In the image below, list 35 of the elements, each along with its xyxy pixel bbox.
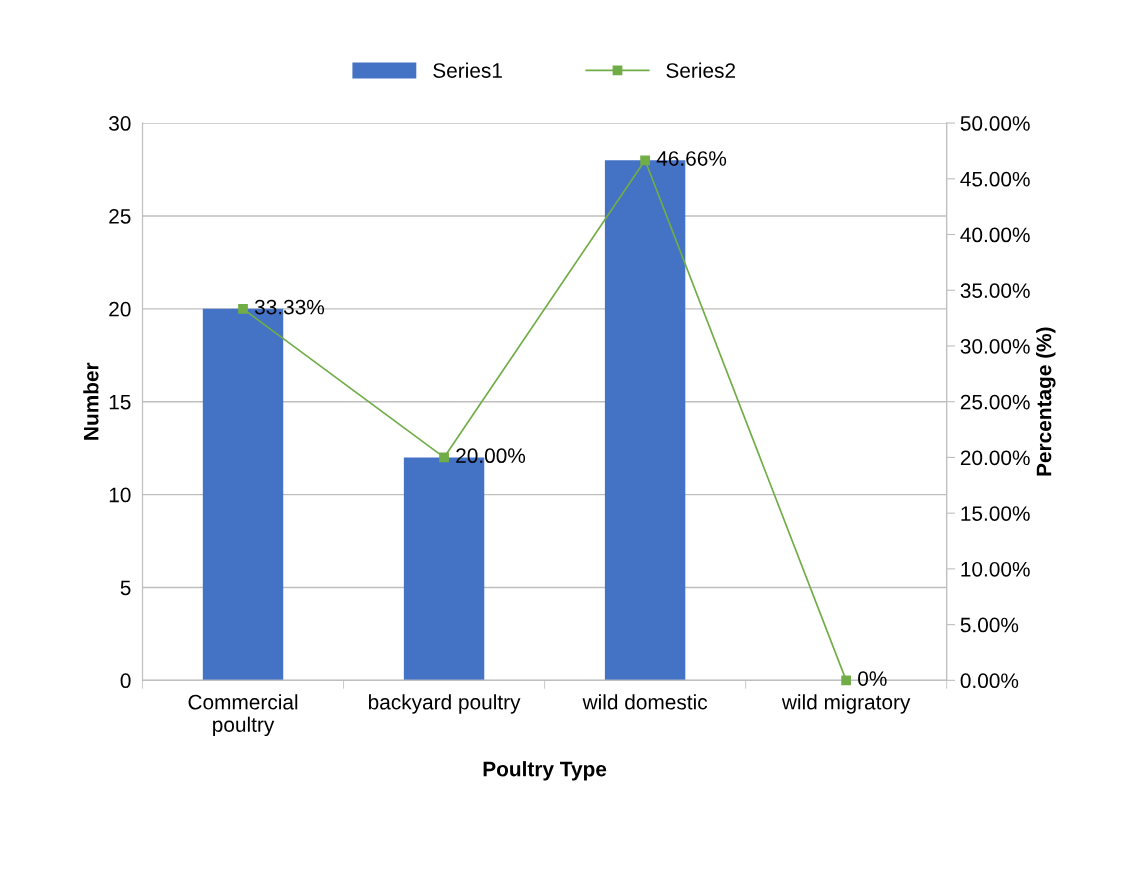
y-tick-label: 10 [109, 487, 131, 503]
point [841, 675, 851, 686]
data-label: 33.33% [254, 299, 325, 315]
y-tick-label: 0 [120, 673, 131, 689]
x-tick-label: Commercial poultry [188, 694, 298, 737]
x-axis-title: Poultry Type [483, 761, 607, 781]
y-tick-label: 25 [109, 208, 131, 224]
y2-tick-label: 30.00% [960, 338, 1030, 354]
y2-tick-label: 35.00% [960, 283, 1030, 298]
y2-tick-label: 25.00% [960, 394, 1030, 410]
data-label: 0% [858, 671, 887, 686]
y-tick-label: 30 [109, 116, 131, 131]
point [640, 155, 650, 166]
y-tick-label: 20 [109, 301, 131, 317]
legend-label: Series2 [666, 62, 735, 78]
y2-tick-label: 5.00% [960, 617, 1019, 633]
y2-tick-label: 40.00% [960, 227, 1030, 243]
y2-tick-label: 0.00% [960, 673, 1019, 689]
point [238, 303, 248, 314]
y-axis-title: Number [83, 362, 99, 440]
x-tick-label: backyard poultry [368, 694, 521, 714]
y-tick-label: 5 [120, 580, 131, 596]
y2-tick-label: 45.00% [960, 171, 1030, 187]
point [439, 452, 449, 463]
y2-axis-title: Percentage (%) [1036, 327, 1056, 476]
x-tick-label: wild migratory [781, 694, 911, 714]
y2-tick-label: 20.00% [960, 450, 1030, 466]
x-tick-label: wild domestic [582, 694, 708, 710]
y2-tick-label: 10.00% [961, 561, 1030, 577]
y2-tick-label: 50.00% [960, 116, 1030, 131]
legend-label: Series1 [433, 62, 502, 78]
y-tick-label: 15 [109, 394, 131, 410]
y2-tick-label: 15.00% [961, 506, 1030, 521]
data-label: 46.66% [656, 151, 727, 166]
data-label: 20.00% [456, 448, 526, 464]
